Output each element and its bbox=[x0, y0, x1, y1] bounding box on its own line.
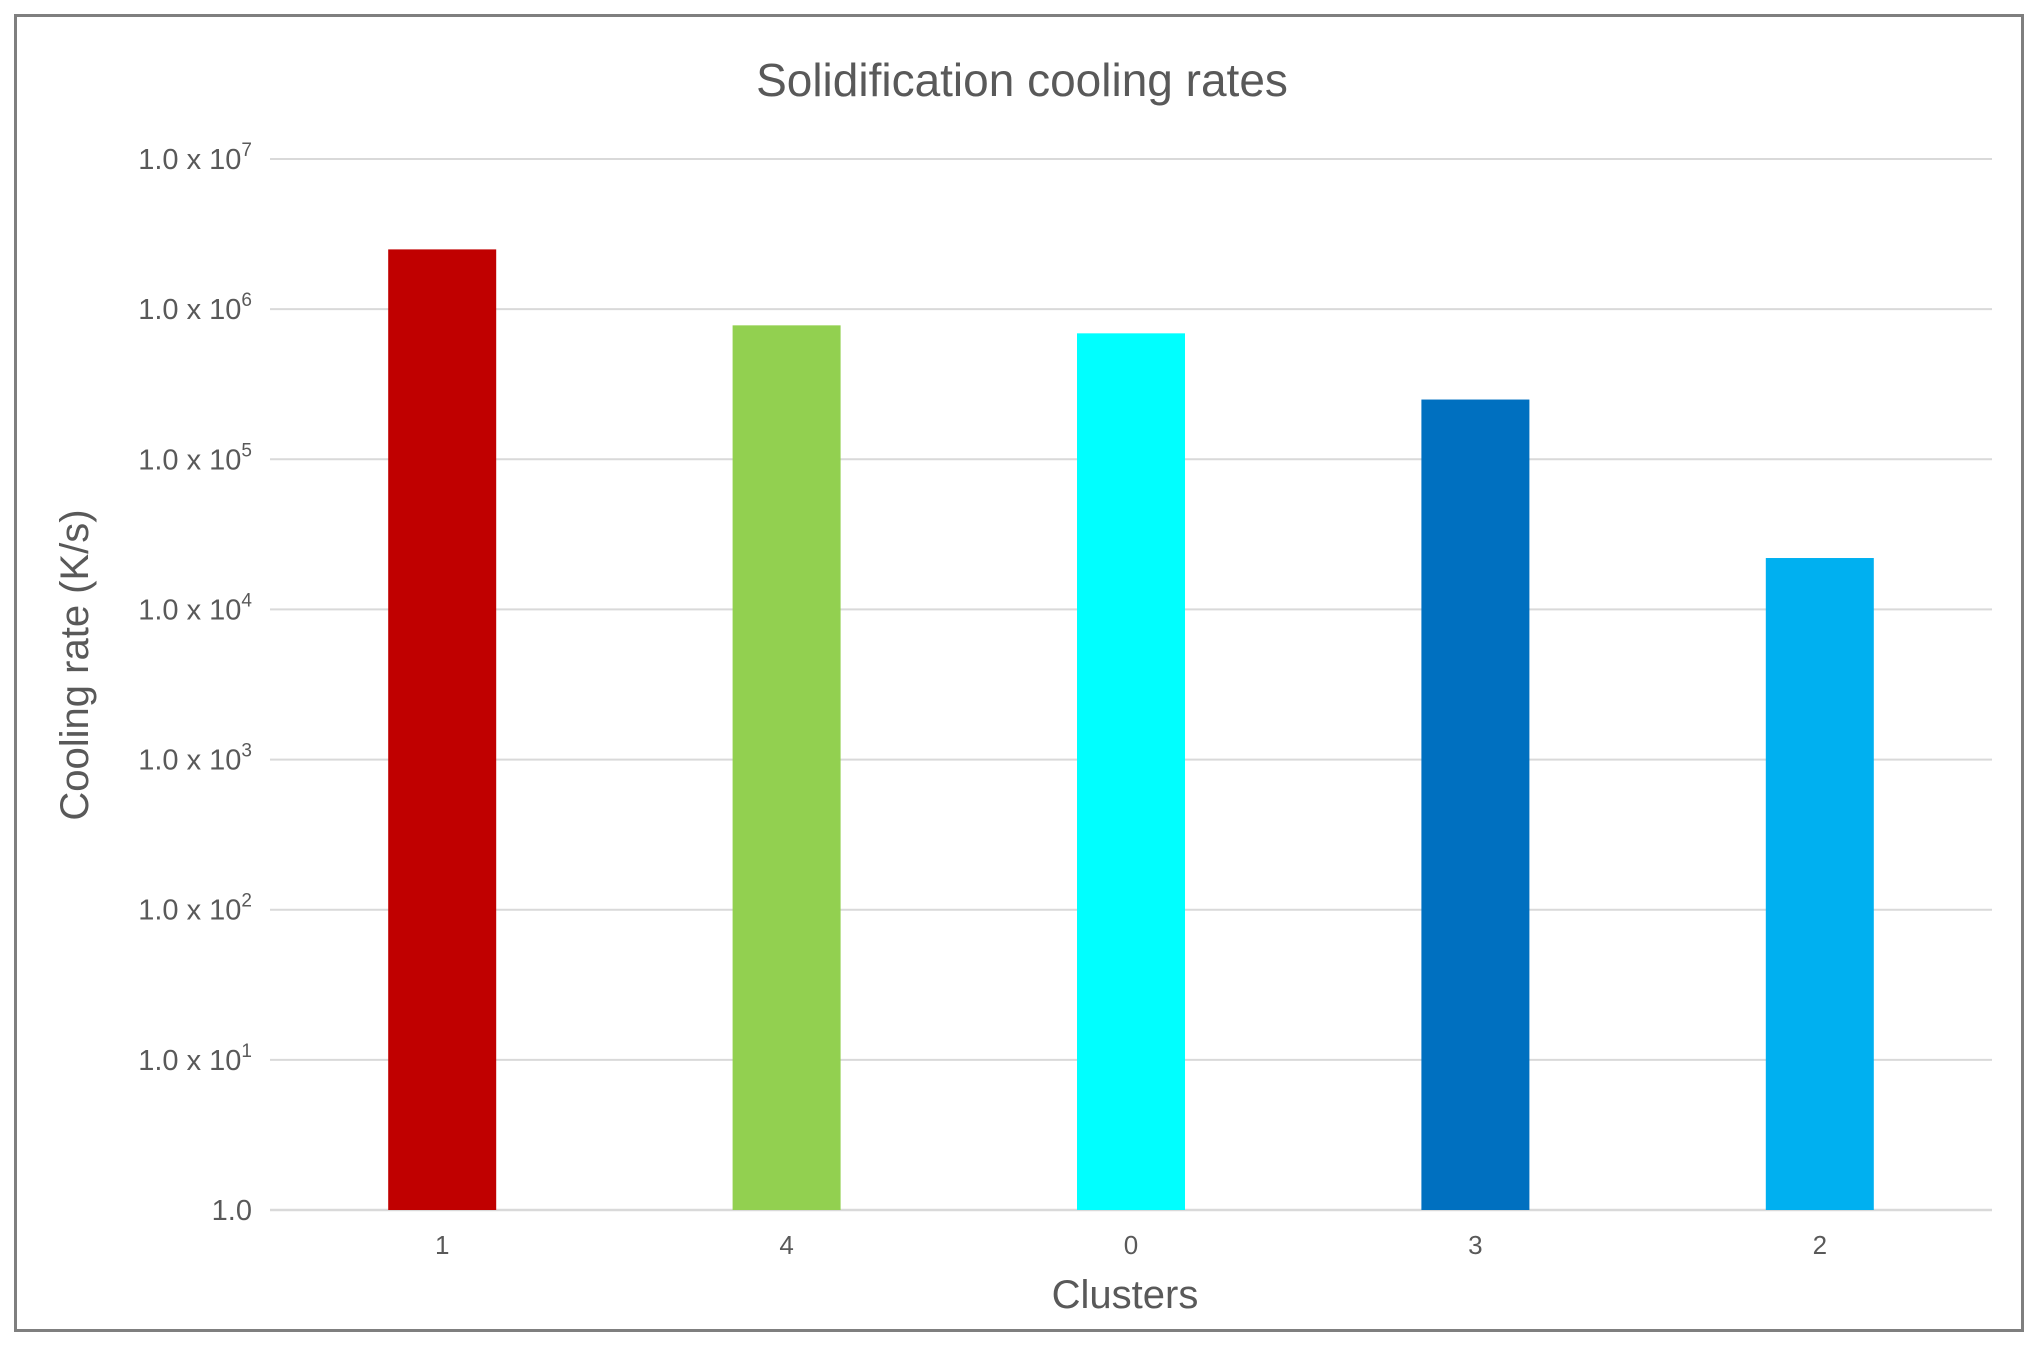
x-tick-label: 1 bbox=[435, 1230, 449, 1260]
y-tick-label: 1.0 x 106 bbox=[138, 290, 252, 326]
bar-cluster-0 bbox=[1077, 333, 1185, 1210]
y-tick-label: 1.0 x 101 bbox=[138, 1041, 252, 1077]
chart-title: Solidification cooling rates bbox=[756, 54, 1288, 106]
x-tick-label: 4 bbox=[779, 1230, 793, 1260]
bar-cluster-3 bbox=[1421, 399, 1530, 1211]
y-tick-label: 1.0 x 104 bbox=[138, 590, 252, 626]
bar-cluster-2 bbox=[1765, 558, 1874, 1210]
y-tick-label: 1.0 x 103 bbox=[138, 741, 252, 777]
chart-frame bbox=[14, 14, 2024, 1332]
x-tick-label: 2 bbox=[1813, 1230, 1827, 1260]
bar-cluster-4 bbox=[732, 325, 841, 1210]
y-tick-label: 1.0 bbox=[212, 1195, 252, 1227]
y-tick-label: 1.0 x 105 bbox=[138, 440, 252, 476]
y-tick-label: 1.0 x 102 bbox=[138, 891, 252, 927]
x-tick-label: 0 bbox=[1124, 1230, 1138, 1260]
y-tick-label: 1.0 x 107 bbox=[138, 140, 252, 176]
x-axis-title: Clusters bbox=[1052, 1273, 1199, 1317]
y-axis-title: Cooling rate (K/s) bbox=[53, 509, 97, 820]
bar-cluster-1 bbox=[388, 249, 497, 1210]
x-tick-label: 3 bbox=[1468, 1230, 1482, 1260]
